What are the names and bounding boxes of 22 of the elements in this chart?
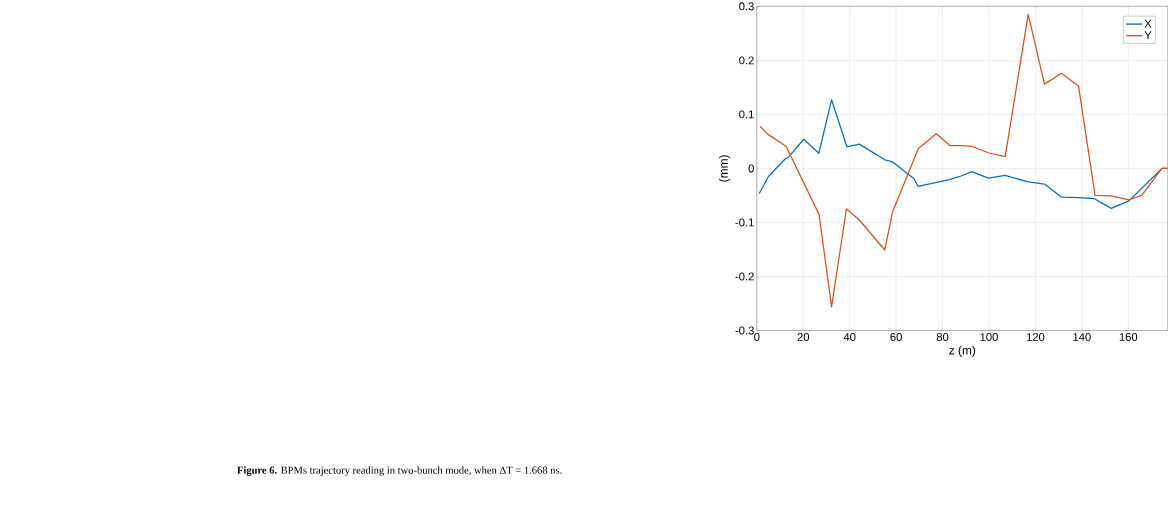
x-tick-label: 0 bbox=[754, 333, 760, 341]
x-tick-label: 80 bbox=[936, 333, 949, 341]
y-tick-label: -0.2 bbox=[735, 272, 754, 281]
y-tick-label: 0.2 bbox=[739, 56, 754, 65]
legend-label: X bbox=[1144, 19, 1152, 28]
y-tick-label: 0 bbox=[748, 164, 754, 173]
x-tick-label: 120 bbox=[1026, 333, 1045, 341]
legend-label: Y bbox=[1144, 31, 1152, 40]
y-tick-label: -0.3 bbox=[735, 326, 754, 335]
line-series bbox=[759, 13, 1168, 308]
y-tick-label: 0.3 bbox=[739, 2, 754, 11]
y-tick-label: 0.1 bbox=[739, 110, 754, 119]
y-tick-label: -0.1 bbox=[735, 218, 754, 227]
x-tick-label: 140 bbox=[1073, 333, 1091, 341]
x-tick-label: 20 bbox=[797, 333, 810, 341]
x-tick-label: 40 bbox=[843, 333, 856, 341]
x-tick-label: 60 bbox=[890, 333, 902, 341]
text: Figure 6. BPMs trajectory reading in two-bunch mode, when ΔT = 1.668 ns. bbox=[237, 466, 562, 476]
x-axis-title: z (m) bbox=[949, 345, 976, 357]
y-axis-title: (mm) bbox=[719, 155, 731, 182]
x-tick-label: 160 bbox=[1119, 333, 1138, 341]
x-tick-label: 100 bbox=[980, 333, 998, 341]
